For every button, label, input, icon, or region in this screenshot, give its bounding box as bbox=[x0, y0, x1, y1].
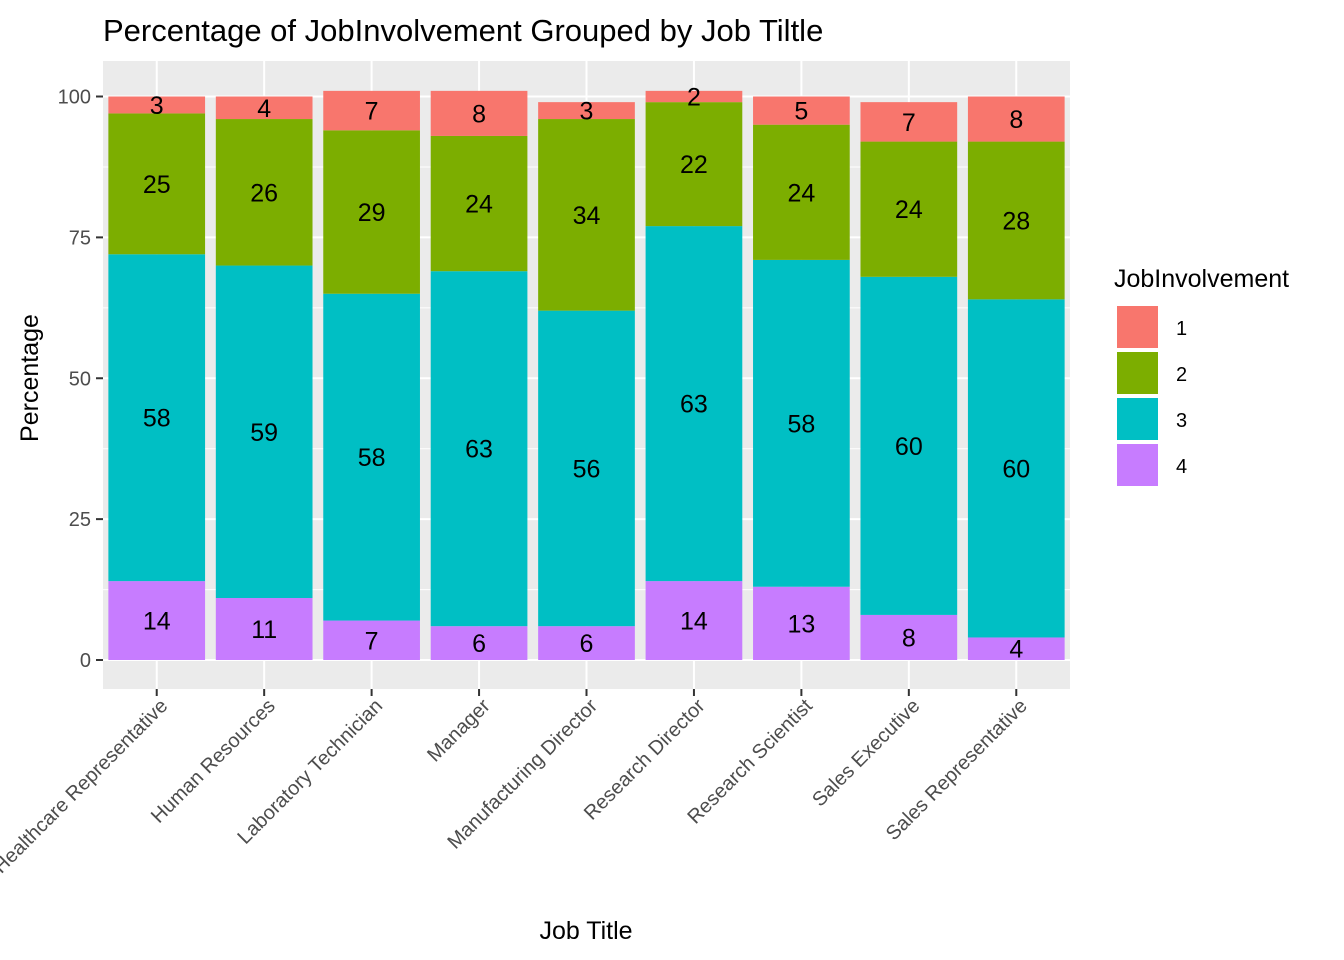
bar-value-label: 14 bbox=[143, 608, 171, 636]
bar-value-label: 25 bbox=[143, 171, 171, 199]
bar-value-label: 63 bbox=[680, 391, 708, 419]
bar-value-label: 3 bbox=[150, 92, 164, 120]
bar-value-label: 22 bbox=[680, 151, 708, 179]
x-tick-label: Sales Executive bbox=[808, 695, 924, 811]
bar-value-label: 7 bbox=[902, 109, 916, 137]
legend-key-1 bbox=[1116, 305, 1159, 349]
bar-value-label: 8 bbox=[902, 624, 916, 652]
bar-value-label: 7 bbox=[365, 98, 379, 126]
bar-value-label: 3 bbox=[580, 98, 594, 126]
bar-value-label: 59 bbox=[250, 419, 278, 447]
x-axis-title: Job Title bbox=[539, 917, 632, 945]
bar-value-label: 4 bbox=[257, 95, 271, 123]
bar-value-label: 4 bbox=[1009, 636, 1023, 664]
bar-value-label: 60 bbox=[895, 433, 923, 461]
legend-key-2 bbox=[1116, 351, 1159, 395]
bar-value-label: 2 bbox=[687, 84, 701, 112]
bar-value-label: 63 bbox=[465, 436, 493, 464]
bar-value-label: 7 bbox=[365, 627, 379, 655]
bar-value-label: 8 bbox=[472, 100, 486, 128]
chart-title: Percentage of JobInvolvement Grouped by … bbox=[103, 13, 823, 48]
legend-label-4: 4 bbox=[1176, 456, 1187, 478]
bar-value-label: 58 bbox=[358, 444, 386, 472]
legend-label-2: 2 bbox=[1176, 364, 1187, 386]
legend-key-3 bbox=[1116, 397, 1159, 441]
y-tick-label: 50 bbox=[69, 368, 91, 390]
legend-label-1: 1 bbox=[1176, 318, 1187, 340]
x-tick-label: Healthcare Representative bbox=[0, 695, 172, 878]
bar-value-label: 29 bbox=[358, 199, 386, 227]
legend: JobInvolvement 1 2 3 4 bbox=[1114, 265, 1289, 487]
y-tick-label: 75 bbox=[69, 227, 91, 249]
bar-value-label: 14 bbox=[680, 608, 708, 636]
legend-label-3: 3 bbox=[1176, 410, 1187, 432]
bar-value-label: 56 bbox=[573, 455, 601, 483]
legend-title: JobInvolvement bbox=[1114, 265, 1289, 293]
bar-value-label: 24 bbox=[465, 191, 493, 219]
bar-value-label: 6 bbox=[472, 630, 486, 658]
bar-value-label: 8 bbox=[1009, 106, 1023, 134]
bar-value-label: 6 bbox=[580, 630, 594, 658]
y-axis-title: Percentage bbox=[16, 314, 44, 442]
legend-key-4 bbox=[1116, 443, 1159, 487]
bar-value-label: 34 bbox=[573, 202, 601, 230]
bar-value-label: 24 bbox=[895, 196, 923, 224]
bar-value-label: 58 bbox=[787, 410, 815, 438]
bar-value-label: 60 bbox=[1002, 455, 1030, 483]
y-tick-label: 25 bbox=[69, 509, 91, 531]
bar-value-label: 24 bbox=[787, 179, 815, 207]
bar-value-label: 28 bbox=[1002, 207, 1030, 235]
bar-value-label: 11 bbox=[251, 616, 277, 644]
y-axis: 0 25 50 75 100 bbox=[58, 87, 103, 673]
bar-value-label: 58 bbox=[143, 405, 171, 433]
bar-value-label: 5 bbox=[794, 98, 808, 126]
bar-value-label: 26 bbox=[250, 179, 278, 207]
y-tick-label: 100 bbox=[58, 87, 91, 109]
y-tick-label: 0 bbox=[80, 650, 91, 672]
bars bbox=[108, 91, 1064, 660]
x-tick-label: Manager bbox=[423, 695, 495, 767]
bar-value-label: 13 bbox=[787, 610, 815, 638]
